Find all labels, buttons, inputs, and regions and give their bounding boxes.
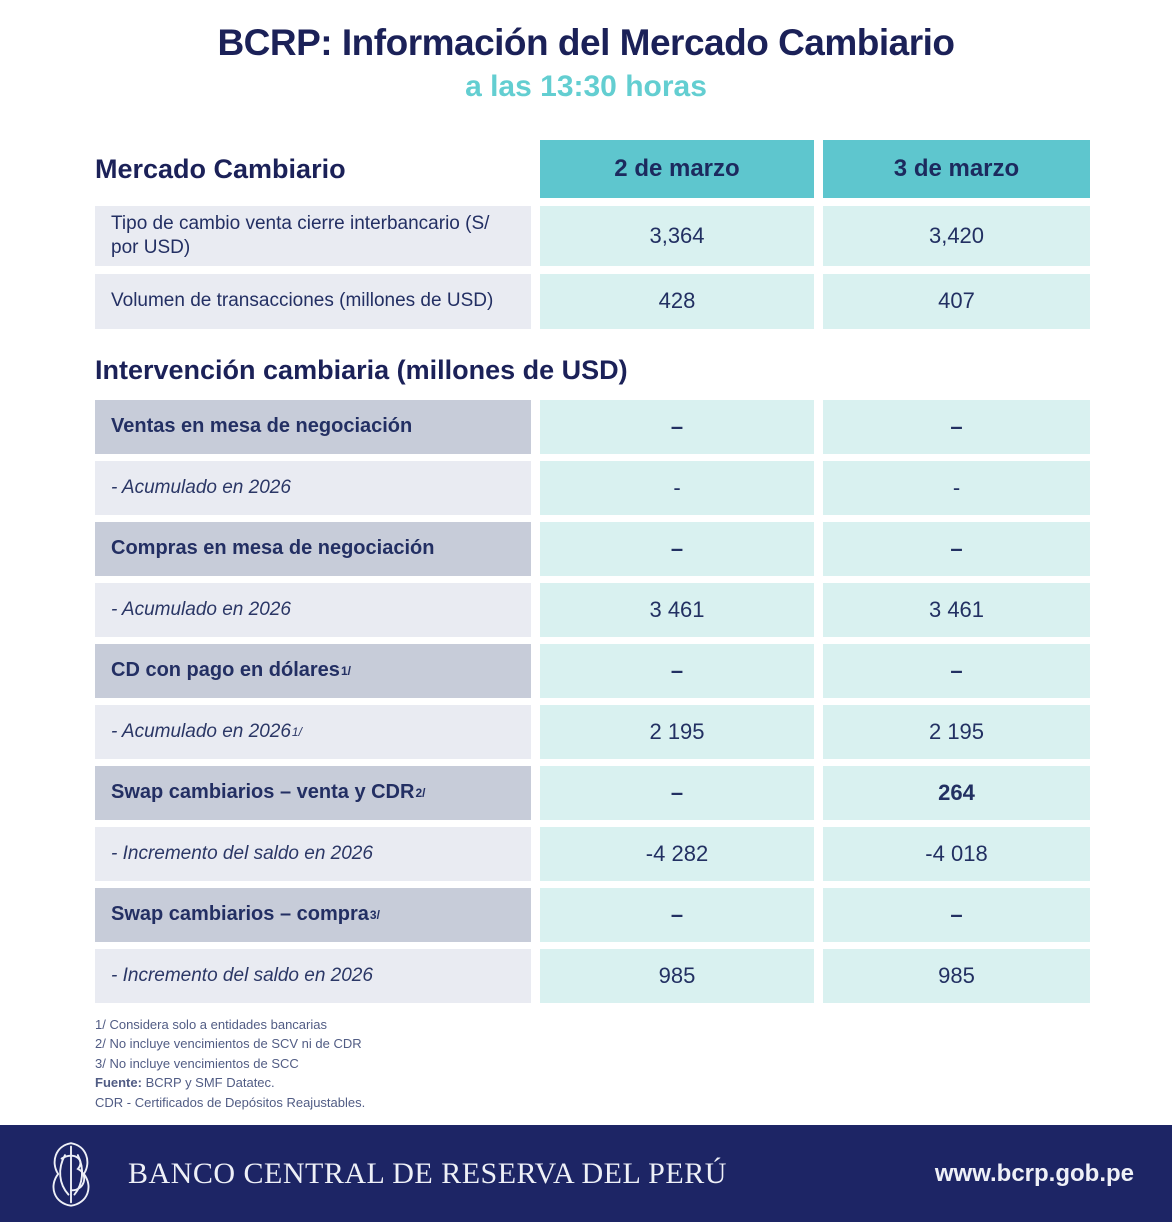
cell-value: 2 195 — [823, 704, 1090, 759]
row-label: Compras en mesa de negociación — [95, 521, 531, 576]
cell-value: 3,364 — [540, 206, 814, 266]
row-label: Tipo de cambio venta cierre interbancari… — [95, 206, 531, 266]
row-label: - Acumulado en 2026 — [95, 460, 531, 515]
bcrp-seal-logo-icon — [40, 1138, 102, 1210]
bank-name: BANCO CENTRAL DE RESERVA DEL PERÚ — [128, 1156, 727, 1190]
row-label: Volumen de transacciones (millones de US… — [95, 273, 531, 329]
cell-value: 985 — [540, 948, 814, 1003]
row-label: Swap cambiarios – venta y CDR 2/ — [95, 765, 531, 820]
footnote-cdr: CDR - Certificados de Depósitos Reajusta… — [95, 1094, 366, 1110]
cell-value: 985 — [823, 948, 1090, 1003]
row-label: CD con pago en dólares 1/ — [95, 643, 531, 698]
market-table: Mercado Cambiario 2 de marzo 3 de marzo … — [95, 140, 1090, 329]
row-label: - Acumulado en 2026 1/ — [95, 704, 531, 759]
cell-value: -4 018 — [823, 826, 1090, 881]
cell-value: 2 195 — [540, 704, 814, 759]
row-label: - Acumulado en 2026 — [95, 582, 531, 637]
footnote-1: 1/ Considera solo a entidades bancarias — [95, 1016, 327, 1032]
cell-value: 264 — [823, 765, 1090, 820]
cell-value: 407 — [823, 273, 1090, 329]
page-title: BCRP: Información del Mercado Cambiario — [217, 22, 955, 63]
footnote-2: 2/ No incluye vencimientos de SCV ni de … — [95, 1036, 362, 1051]
website-link[interactable]: www.bcrp.gob.pe — [934, 1159, 1134, 1187]
cell-value: – — [823, 643, 1090, 698]
cell-value: -4 282 — [540, 826, 814, 881]
footnote-3: 3/ No incluye vencimientos de SCC — [95, 1055, 299, 1071]
cell-value: – — [540, 521, 814, 576]
cell-value: – — [823, 887, 1090, 942]
market-section-title: Mercado Cambiario — [95, 153, 346, 184]
row-label: - Incremento del saldo en 2026 — [95, 826, 531, 881]
cell-value: – — [540, 765, 814, 820]
cell-value: – — [540, 643, 814, 698]
cell-value: - — [540, 460, 814, 515]
page-subtitle: a las 13:30 horas — [465, 70, 707, 103]
intervention-table: Ventas en mesa de negociación – – - Acum… — [95, 399, 1090, 1003]
cell-value: – — [540, 887, 814, 942]
cell-value: – — [540, 399, 814, 454]
row-label: - Incremento del saldo en 2026 — [95, 948, 531, 1003]
footnotes: 1/ Considera solo a entidades bancarias … — [95, 1015, 1172, 1113]
cell-value: 3 461 — [540, 582, 814, 637]
cell-value: – — [823, 399, 1090, 454]
cell-value: 3 461 — [823, 582, 1090, 637]
row-label: Swap cambiarios – compra 3/ — [95, 887, 531, 942]
footnote-source: Fuente: BCRP y SMF Datatec. — [95, 1075, 275, 1090]
column-header-march-3: 3 de marzo — [823, 140, 1090, 198]
cell-value: - — [823, 460, 1090, 515]
cell-value: – — [823, 521, 1090, 576]
intervention-section-title: Intervención cambiaria (millones de USD) — [95, 354, 628, 385]
footer-bar: BANCO CENTRAL DE RESERVA DEL PERÚ www.bc… — [0, 1125, 1172, 1222]
cell-value: 428 — [540, 273, 814, 329]
cell-value: 3,420 — [823, 206, 1090, 266]
column-header-march-2: 2 de marzo — [540, 140, 814, 198]
row-label: Ventas en mesa de negociación — [95, 399, 531, 454]
